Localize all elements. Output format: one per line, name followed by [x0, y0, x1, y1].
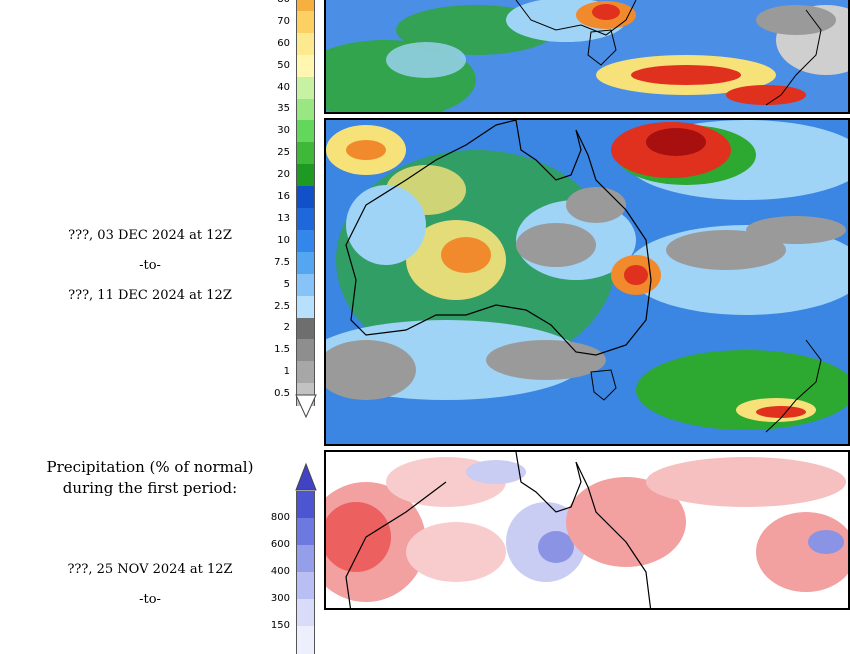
- precip-colorbar-tick: 10: [277, 234, 290, 246]
- precip-colorbar-tick: 40: [277, 81, 290, 93]
- precip-colorbar-segment: [296, 208, 315, 231]
- precip-colorbar-segment: [296, 142, 315, 165]
- percent-colorbar-tick: 800: [270, 512, 290, 523]
- section2-title-line2: during the first period:: [62, 479, 238, 497]
- precip-colorbar-tick: 35: [277, 103, 290, 115]
- percent-colorbar-segment: [296, 545, 315, 573]
- precip-colorbar-segment: [296, 120, 315, 143]
- precip-colorbar-tick: 7.5: [274, 256, 290, 268]
- percent-colorbar-tick: 400: [270, 566, 290, 577]
- precip-colorbar-segment: [296, 317, 315, 340]
- precip-colorbar-segment: [296, 54, 315, 78]
- percent-colorbar-segment: [296, 599, 315, 627]
- percent-colorbar-tick: 600: [270, 539, 290, 550]
- map-panel-previous: [324, 0, 850, 114]
- precip-colorbar-tick: 2.5: [274, 300, 290, 312]
- precip-colorbar-tick: 2: [283, 322, 290, 334]
- percent-colorbar-tick: 150: [270, 620, 290, 631]
- precip-colorbar-tick: 1: [283, 366, 290, 378]
- precip-colorbar-tick: 50: [277, 59, 290, 71]
- precip-colorbar-tick: 20: [277, 169, 290, 181]
- precip-colorbar-tick: 5: [283, 278, 290, 290]
- period1-separator: -to-: [139, 258, 161, 273]
- precip-colorbar-segment: [296, 361, 315, 384]
- period1-end: ???, 11 DEC 2024 at 12Z: [68, 288, 232, 303]
- percent-colorbar-tick: 300: [270, 593, 290, 604]
- precip-colorbar-segment: [296, 32, 315, 56]
- period2-start: ???, 25 NOV 2024 at 12Z: [67, 562, 233, 577]
- precip-colorbar-tick: 16: [277, 191, 290, 203]
- precip-colorbar-tick: 1.5: [274, 344, 290, 356]
- colorbar-arrow-top: [295, 462, 317, 491]
- map-panel-forecast-precip: [324, 118, 850, 446]
- percent-colorbar-segment: [296, 491, 315, 519]
- section2-title-line1: Precipitation (% of normal): [46, 458, 254, 476]
- precip-colorbar-segment: [296, 0, 315, 12]
- precip-colorbar-segment: [296, 186, 315, 209]
- percent-colorbar-segment: [296, 626, 315, 654]
- precip-colorbar-segment: [296, 10, 315, 34]
- precip-colorbar-segment: [296, 98, 315, 121]
- map-panel-percent-normal: [324, 450, 850, 610]
- precip-colorbar-tick: 25: [277, 147, 290, 159]
- precip-colorbar-segment: [296, 164, 315, 187]
- precip-colorbar-segment: [296, 229, 315, 253]
- precip-colorbar-tick: 13: [277, 212, 290, 224]
- precip-colorbar-segment: [296, 273, 315, 297]
- precip-colorbar-tick: 0.5: [274, 388, 290, 400]
- percent-colorbar-segment: [296, 572, 315, 600]
- precip-colorbar-segment: [296, 76, 315, 99]
- precip-colorbar-segment: [296, 251, 315, 275]
- precip-colorbar-tick: 80: [262, 0, 290, 5]
- precip-colorbar-tick: 30: [277, 125, 290, 137]
- precip-colorbar-segment: [296, 339, 315, 362]
- percent-colorbar-segment: [296, 518, 315, 546]
- precip-colorbar-segment: [296, 295, 315, 318]
- colorbar-arrow-bottom: [295, 394, 317, 419]
- precip-colorbar-tick: 70: [277, 15, 290, 27]
- period1-start: ???, 03 DEC 2024 at 12Z: [68, 228, 232, 243]
- precip-colorbar-tick: 60: [277, 37, 290, 49]
